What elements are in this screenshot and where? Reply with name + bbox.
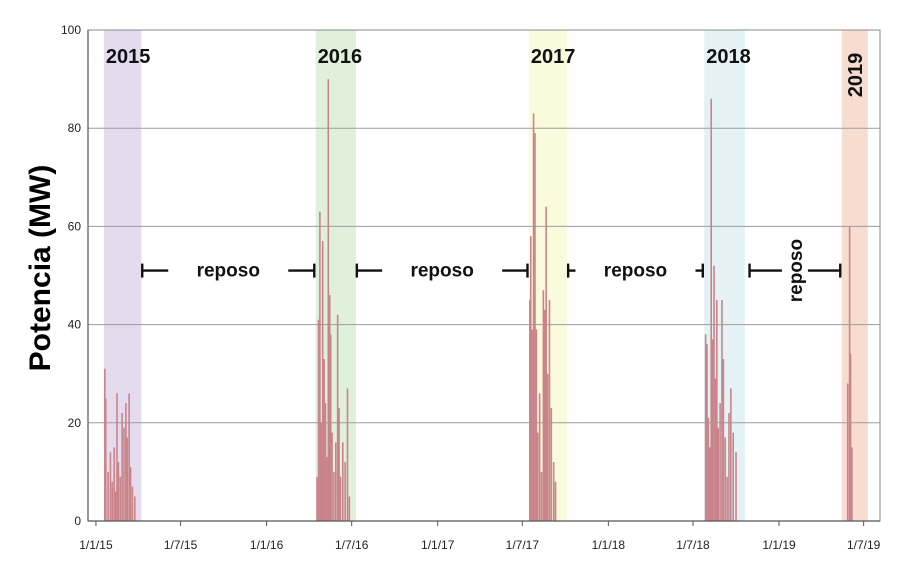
y-tick-label: 80: [68, 121, 82, 135]
x-tick-label: 1/7/17: [506, 538, 540, 552]
rest-label: reposo: [786, 239, 807, 302]
x-tick-label: 1/7/19: [847, 538, 881, 552]
axes: [87, 29, 881, 522]
x-tick-label: 1/7/18: [676, 538, 710, 552]
season-labels: 2015 2016 2017 2018 2019: [106, 46, 867, 97]
x-tick-label: 1/7/16: [335, 538, 369, 552]
rest-label: reposo: [410, 261, 473, 282]
y-tick-labels: 0 20 40 60 80 100: [61, 23, 81, 528]
y-tick-label: 20: [68, 416, 82, 430]
x-tick-label: 1/1/16: [250, 538, 284, 552]
rest-label: reposo: [197, 261, 260, 282]
season-label: 2017: [531, 46, 576, 68]
y-tick-label: 60: [68, 219, 82, 233]
season-label: 2018: [706, 46, 751, 68]
season-label: 2015: [106, 46, 151, 68]
plot-background: [88, 30, 880, 521]
x-tick-label: 1/1/18: [592, 538, 626, 552]
rest-annotations: reposo reposo reposo reposo: [141, 239, 842, 302]
season-label: 2019: [845, 53, 867, 98]
season-label: 2016: [318, 46, 363, 68]
rest-label: reposo: [604, 261, 667, 282]
x-tick-label: 1/1/15: [79, 538, 113, 552]
x-tick-label: 1/1/17: [421, 538, 455, 552]
y-axis-label: Potencia (MW): [24, 165, 57, 372]
y-tick-label: 40: [68, 318, 82, 332]
y-tick-label: 0: [74, 514, 81, 528]
y-tick-label: 100: [61, 23, 81, 37]
x-tick-labels: 1/1/15 1/7/15 1/1/16 1/7/16 1/1/17 1/7/17 1/1/…: [79, 521, 881, 552]
x-tick-label: 1/7/15: [164, 538, 198, 552]
season-band-2019: [841, 30, 868, 521]
data-bars: [104, 79, 853, 521]
x-tick-label: 1/1/19: [762, 538, 796, 552]
